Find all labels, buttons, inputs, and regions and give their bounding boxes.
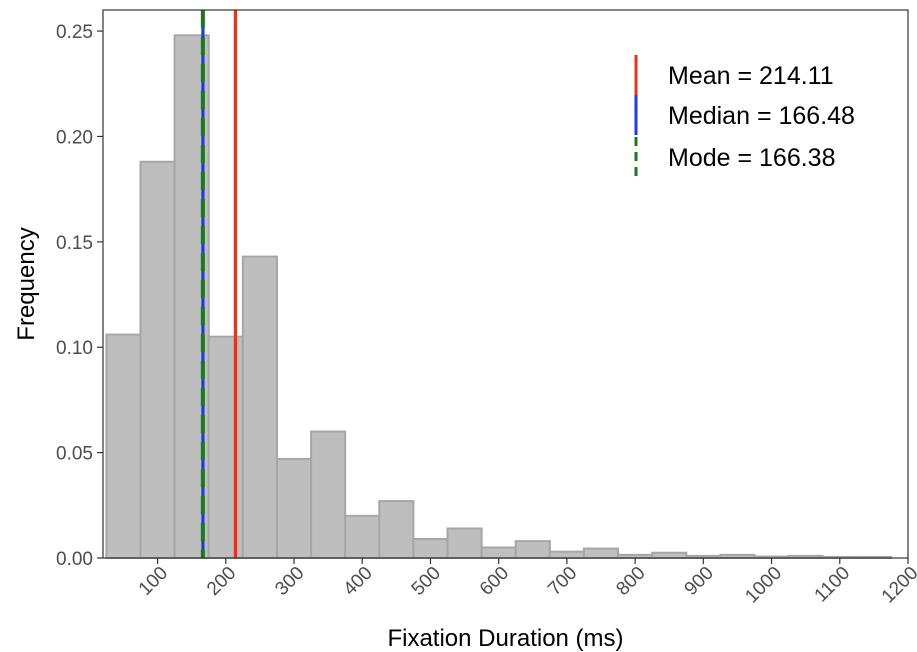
mode-legend-label: Mode = 166.38 xyxy=(668,144,836,172)
legend: Mean = 214.11 Median = 166.48 Mode = 166.3… xyxy=(634,55,855,177)
histogram-bar-10 xyxy=(412,538,449,559)
plot-panel-border xyxy=(102,9,909,559)
histogram-bar-9 xyxy=(378,500,415,560)
histogram-bar-14 xyxy=(548,550,585,560)
histogram-bar-11 xyxy=(446,527,483,560)
y-tick-label: 0.25 xyxy=(56,22,93,43)
mean-legend-label: Mean = 214.11 xyxy=(668,62,834,90)
x-axis-title: Fixation Duration (ms) xyxy=(387,625,623,652)
histogram-bar-1 xyxy=(105,333,142,560)
histogram-bar-4 xyxy=(207,335,244,560)
y-tick-label: 0.00 xyxy=(56,549,93,570)
y-axis: 0.00 0.05 0.10 0.15 0.20 0.25 xyxy=(56,22,103,570)
histogram-bar-12 xyxy=(480,546,517,560)
histogram-bar-15 xyxy=(582,547,620,559)
histogram-bar-8 xyxy=(344,514,381,559)
y-tick-label: 0.20 xyxy=(56,127,93,148)
y-tick-label: 0.10 xyxy=(56,338,93,359)
histogram-bar-2 xyxy=(139,160,176,559)
reference-lines xyxy=(200,10,238,558)
y-tick-label: 0.05 xyxy=(56,444,93,465)
median-legend-label: Median = 166.48 xyxy=(668,102,855,130)
y-tick-label: 0.15 xyxy=(56,233,93,254)
histogram-bar-6 xyxy=(275,457,313,560)
histogram-bar-7 xyxy=(310,430,347,559)
histogram-bar-17 xyxy=(651,551,688,560)
histogram-bar-5 xyxy=(241,255,278,559)
y-axis-title: Frequency xyxy=(13,227,40,340)
histogram-bar-13 xyxy=(514,540,551,560)
